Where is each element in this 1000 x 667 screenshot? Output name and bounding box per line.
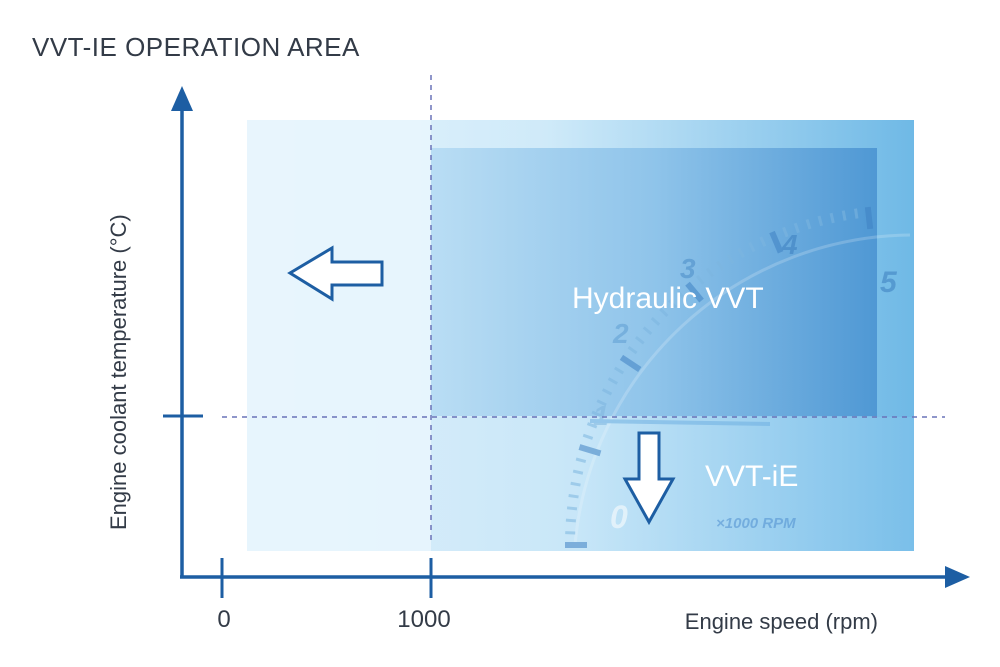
gauge-tick	[627, 345, 638, 355]
gauge-tick	[565, 518, 576, 523]
gauge-tick	[841, 210, 847, 221]
gauge-number-1: 1	[593, 400, 609, 431]
gauge-tick	[634, 336, 645, 345]
diagram-title: VVT-IE OPERATION AREA	[32, 32, 360, 62]
gauge-tick	[582, 433, 594, 440]
gauge-number-4: 4	[781, 229, 798, 260]
vvt-ie-label: VVT-iE	[705, 460, 798, 493]
y-axis	[163, 86, 203, 577]
gauge-tick	[578, 444, 602, 457]
gauge-tick	[854, 208, 859, 219]
x-tick-label-1000: 1000	[397, 606, 450, 633]
gauge-tick	[793, 222, 800, 234]
gauge-tick	[782, 226, 789, 238]
gauge-tick	[667, 299, 678, 309]
gauge-tick	[572, 469, 584, 475]
gauge-number-0: 0	[610, 499, 628, 535]
gauge-tick	[864, 206, 874, 230]
gauge-tick	[817, 215, 823, 227]
x-axis-label: Engine speed (rpm)	[685, 609, 878, 634]
x-tick-label-0: 0	[217, 606, 230, 633]
gauge-tick	[601, 388, 613, 396]
gauge-tick	[705, 267, 715, 278]
left-arrow-icon	[287, 245, 384, 302]
gauge-tick	[748, 241, 756, 253]
gauge-tick	[805, 218, 812, 230]
gauge-tick	[737, 247, 745, 258]
gauge-tick	[596, 399, 607, 407]
gauge-tick	[829, 212, 835, 224]
gauge-tick	[613, 366, 625, 375]
gauge-tick	[650, 316, 661, 326]
gauge-tick	[619, 354, 642, 373]
low-speed-region	[247, 120, 431, 551]
y-axis-arrowhead-icon	[171, 86, 193, 111]
gauge-number-3: 3	[680, 253, 696, 284]
gauge-tick	[716, 260, 725, 271]
gauge-tick	[586, 422, 598, 429]
gauge-tick	[659, 307, 669, 318]
gauge-tick	[591, 410, 602, 418]
hydraulic-vvt-label: Hydraulic VVT	[572, 282, 764, 315]
gauge-tick	[607, 377, 618, 385]
gauge-tick	[726, 253, 735, 265]
gauge-tick	[685, 281, 704, 303]
x-axis-arrowhead-icon	[945, 566, 970, 588]
gauge-tick	[696, 274, 705, 285]
x-axis	[180, 558, 970, 598]
down-arrow-icon	[622, 431, 676, 526]
gauge-tick	[575, 457, 587, 463]
gauge-tick	[568, 494, 579, 499]
hydraulic-vvt-region	[431, 148, 877, 416]
tachometer-gauge-icon: 0 1 2 3 4 5 ×1000 RPM	[565, 206, 911, 548]
gauge-tick	[566, 506, 578, 511]
gauge-tick	[570, 481, 581, 487]
gauge-number-5: 5	[880, 266, 898, 299]
gauge-tick	[676, 290, 686, 301]
gauge-tick	[642, 326, 653, 336]
gauge-unit-label: ×1000 RPM	[716, 515, 796, 532]
gauge-tick	[769, 230, 784, 254]
gauge-ticks	[565, 206, 874, 548]
gauge-number-2: 2	[612, 318, 629, 349]
y-axis-label: Engine coolant temperature (°C)	[106, 214, 131, 530]
gauge-tick	[759, 236, 767, 247]
